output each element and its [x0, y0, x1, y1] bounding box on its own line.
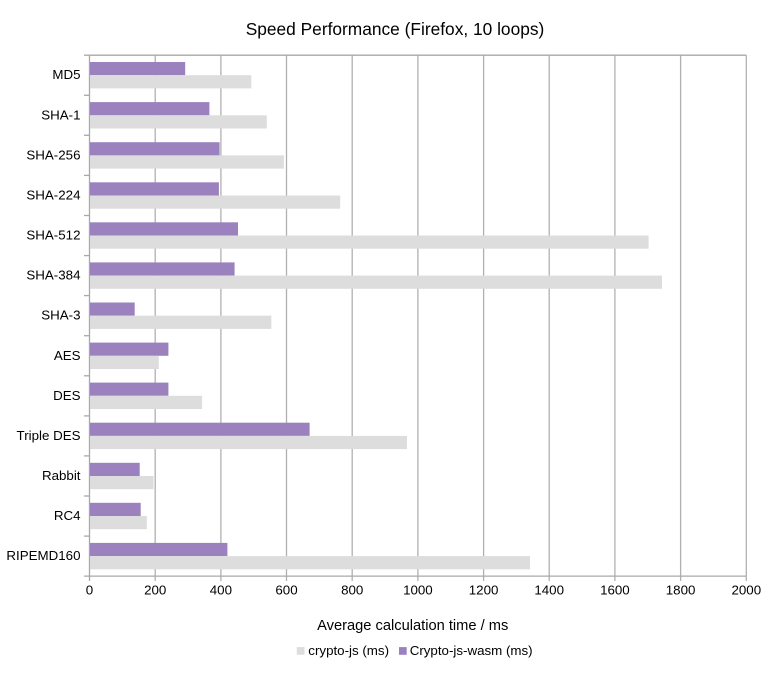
svg-text:1600: 1600 — [600, 583, 630, 598]
svg-text:Rabbit: Rabbit — [42, 468, 81, 483]
svg-text:RC4: RC4 — [54, 508, 81, 523]
svg-text:800: 800 — [341, 583, 363, 598]
svg-text:RIPEMD160: RIPEMD160 — [6, 548, 80, 563]
svg-text:600: 600 — [275, 583, 297, 598]
svg-text:Crypto-js-wasm (ms): Crypto-js-wasm (ms) — [410, 643, 533, 658]
svg-text:Speed Performance (Firefox, 10: Speed Performance (Firefox, 10 loops) — [246, 19, 545, 39]
svg-text:SHA-3: SHA-3 — [41, 308, 80, 323]
svg-text:Triple DES: Triple DES — [17, 428, 81, 443]
svg-text:SHA-1: SHA-1 — [41, 107, 80, 122]
svg-text:DES: DES — [53, 388, 81, 403]
svg-text:1000: 1000 — [403, 583, 433, 598]
svg-text:AES: AES — [54, 348, 81, 363]
svg-text:crypto-js (ms): crypto-js (ms) — [308, 643, 389, 658]
svg-text:SHA-384: SHA-384 — [26, 268, 81, 283]
svg-text:1200: 1200 — [469, 583, 499, 598]
svg-text:Average calculation time / ms: Average calculation time / ms — [317, 618, 508, 634]
svg-text:SHA-256: SHA-256 — [26, 147, 80, 162]
svg-text:1400: 1400 — [534, 583, 564, 598]
svg-text:400: 400 — [210, 583, 232, 598]
svg-text:0: 0 — [86, 583, 93, 598]
svg-text:2000: 2000 — [731, 583, 761, 598]
svg-text:1800: 1800 — [666, 583, 696, 598]
svg-text:200: 200 — [144, 583, 166, 598]
svg-text:MD5: MD5 — [52, 67, 80, 82]
svg-text:SHA-512: SHA-512 — [26, 228, 80, 243]
svg-text:SHA-224: SHA-224 — [26, 188, 81, 203]
